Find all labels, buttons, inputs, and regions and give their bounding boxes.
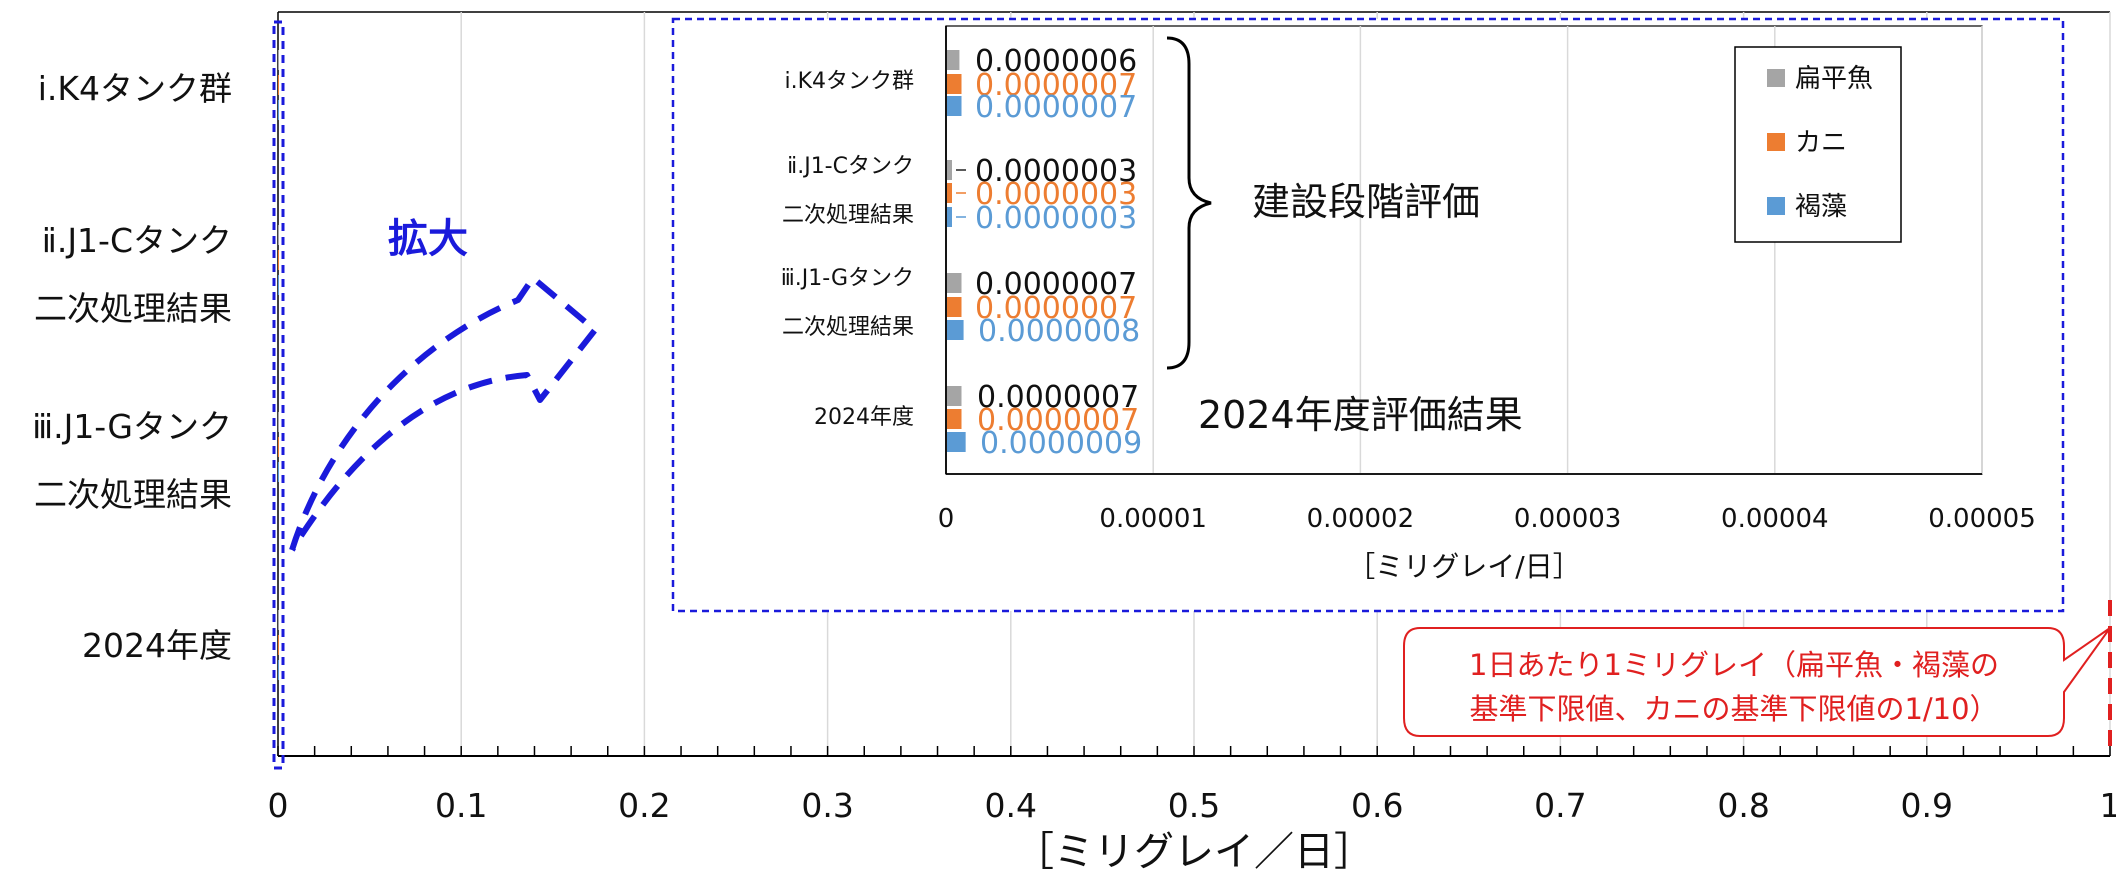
bar <box>278 412 279 432</box>
inset-category-label: 二次処理結果 <box>782 203 914 228</box>
bar <box>278 437 279 457</box>
legend-label: カニ <box>1795 128 1847 158</box>
inset-data-label: 0.0000003 <box>975 201 1137 236</box>
inset-bar <box>947 432 966 452</box>
zoom-arrow <box>289 275 598 552</box>
inset-x-tick-label: 0.00004 <box>1721 504 1829 534</box>
bar <box>278 75 279 95</box>
inset-bar <box>947 409 962 429</box>
inset-bar <box>947 160 952 180</box>
legend-swatch <box>1767 69 1785 87</box>
inset-data-label: 0.0000007 <box>975 291 1137 326</box>
inset-category-label: 2024年度 <box>814 405 914 430</box>
category-label: ⅰ.K4タンク群 <box>38 69 232 108</box>
x-axis-title: ［ミリグレイ／日］ <box>1014 829 1374 870</box>
x-tick-label: 0.7 <box>1534 786 1586 825</box>
inset-x-tick-label: 0 <box>938 504 955 534</box>
bar <box>278 250 279 270</box>
bar <box>278 635 279 655</box>
x-tick-label: 0.8 <box>1717 786 1769 825</box>
inset-x-tick-label: 0.00005 <box>1928 504 2036 534</box>
inset-bar <box>947 207 952 227</box>
inset-x-tick-label: 0.00001 <box>1099 504 1207 534</box>
result-2024-label: 2024年度評価結果 <box>1198 393 1523 437</box>
inset-legend <box>1734 46 1902 243</box>
bar <box>278 50 279 70</box>
x-tick-label: 0.2 <box>618 786 670 825</box>
inset-bar <box>947 183 952 203</box>
inset-category-label: ⅰ.K4タンク群 <box>784 69 914 94</box>
x-tick-label: 1 <box>2100 786 2116 825</box>
category-label: ⅱ.J1-Cタンク <box>42 221 232 260</box>
inset-bar <box>947 96 962 116</box>
bar <box>278 100 279 120</box>
category-label: 二次処理結果 <box>34 475 232 514</box>
legend-label: 扁平魚 <box>1795 64 1873 94</box>
inset-x-axis-title: ［ミリグレイ/日］ <box>1347 550 1580 583</box>
reference-callout-box <box>1403 627 2111 737</box>
bar <box>278 660 279 680</box>
legend-swatch <box>1767 133 1785 151</box>
x-tick-label: 0.4 <box>985 786 1037 825</box>
inset-category-label: 二次処理結果 <box>782 315 914 340</box>
x-tick-label: 0.6 <box>1351 786 1403 825</box>
construction-stage-label: 建設段階評価 <box>1252 180 1480 224</box>
inset-data-label: 0.0000003 <box>975 177 1137 212</box>
x-tick-label: 0.9 <box>1901 786 1953 825</box>
category-label: 2024年度 <box>82 626 232 665</box>
inset-bar <box>947 297 962 317</box>
bar <box>278 610 279 630</box>
category-label: ⅲ.J1-Gタンク <box>32 407 232 446</box>
inset-bar <box>947 273 962 293</box>
zoom-region-box <box>272 20 285 770</box>
reference-callout-label: 1日あたり1ミリグレイ（扁平魚・褐藻の <box>1469 648 1999 682</box>
legend-swatch <box>1767 197 1785 215</box>
legend-label: 褐藻 <box>1795 192 1847 222</box>
bar <box>278 275 279 295</box>
inset-data-label: 0.0000003 <box>975 154 1137 189</box>
bar <box>278 225 279 245</box>
x-tick-label: 0.1 <box>435 786 487 825</box>
inset-data-label: 0.0000006 <box>975 44 1137 79</box>
inset-bar <box>947 386 962 406</box>
inset-bar <box>947 74 962 94</box>
inset-bar <box>947 320 964 340</box>
bar <box>278 462 279 482</box>
zoom-annotation-label: 拡大 <box>388 216 468 262</box>
inset-x-tick-label: 0.00002 <box>1307 504 1415 534</box>
category-label: 二次処理結果 <box>34 289 232 328</box>
inset-data-label: 0.0000008 <box>978 314 1140 349</box>
x-tick-label: 0.5 <box>1168 786 1220 825</box>
inset-x-tick-label: 0.00003 <box>1514 504 1622 534</box>
inset-data-label: 0.0000007 <box>975 68 1137 103</box>
inset-data-label: 0.0000007 <box>975 267 1137 302</box>
inset-category-label: ⅲ.J1-Gタンク <box>781 266 914 291</box>
x-tick-label: 0 <box>268 786 289 825</box>
inset-category-label: ⅱ.J1-Cタンク <box>787 154 914 179</box>
x-tick-label: 0.3 <box>801 786 853 825</box>
inset-data-label: 0.0000007 <box>975 90 1137 125</box>
construction-stage-brace <box>1166 36 1212 370</box>
reference-callout-label: 基準下限値、カニの基準下限値の1/10） <box>1469 692 1998 726</box>
inset-data-label: 0.0000007 <box>977 380 1139 415</box>
inset-bar <box>947 50 960 70</box>
inset-data-label: 0.0000009 <box>980 426 1142 461</box>
inset-data-label: 0.0000007 <box>977 403 1139 438</box>
